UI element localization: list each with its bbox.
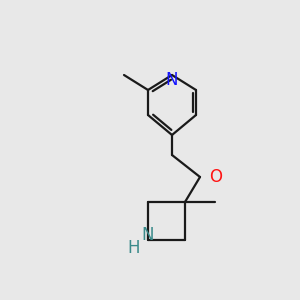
- Text: N: N: [142, 226, 154, 244]
- Text: H: H: [128, 239, 140, 257]
- Text: O: O: [209, 168, 222, 186]
- Text: N: N: [166, 71, 178, 89]
